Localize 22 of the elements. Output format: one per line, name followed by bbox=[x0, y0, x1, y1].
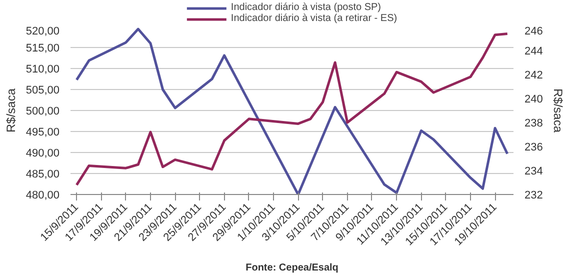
y-tick-label: 480,00 bbox=[26, 190, 60, 202]
y-tick-label: 505,00 bbox=[26, 84, 60, 96]
y-tick-label: 495,00 bbox=[26, 126, 60, 138]
y-tick-label: 500,00 bbox=[26, 106, 60, 118]
y2-tick-label: 246 bbox=[524, 26, 543, 38]
y-tick-label: 490,00 bbox=[26, 148, 60, 160]
y-tick-label: 485,00 bbox=[26, 168, 60, 180]
y2-axis-title: R$/saca bbox=[550, 88, 565, 133]
y2-tick-label: 236 bbox=[524, 142, 543, 154]
y-tick-label: 515,00 bbox=[26, 42, 60, 54]
legend-label: Indicador diário à vista (a retirar - ES) bbox=[230, 13, 398, 24]
y2-tick-label: 244 bbox=[524, 46, 543, 58]
y-tick-label: 510,00 bbox=[26, 64, 60, 76]
source-note: Fonte: Cepea/Esalq bbox=[246, 262, 338, 274]
y2-tick-label: 234 bbox=[524, 166, 543, 178]
y2-tick-label: 240 bbox=[524, 94, 543, 106]
y2-tick-label: 242 bbox=[524, 70, 543, 82]
y-tick-label: 520,00 bbox=[26, 26, 60, 38]
y2-tick-label: 232 bbox=[524, 190, 543, 202]
legend-label: Indicador diário à vista (posto SP) bbox=[230, 2, 381, 13]
y2-tick-label: 238 bbox=[524, 118, 543, 130]
y-axis-title: R$/saca bbox=[4, 88, 18, 133]
